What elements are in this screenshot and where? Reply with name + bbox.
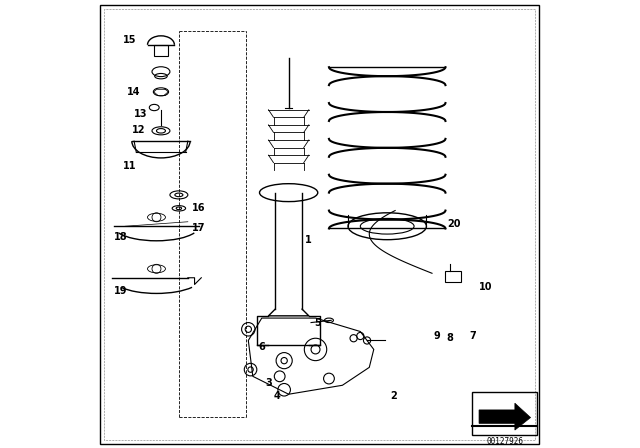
Text: 00127926: 00127926 — [486, 437, 523, 446]
Text: 17: 17 — [192, 224, 206, 233]
Text: 11: 11 — [123, 161, 136, 171]
Text: 7: 7 — [469, 331, 476, 341]
Text: 8: 8 — [447, 333, 453, 343]
Text: 9: 9 — [433, 331, 440, 341]
Bar — [445, 271, 461, 282]
Bar — [154, 45, 168, 56]
Text: 14: 14 — [127, 87, 141, 97]
Text: 15: 15 — [123, 35, 136, 45]
Text: 5: 5 — [314, 318, 321, 327]
Bar — [472, 392, 538, 435]
Text: 3: 3 — [265, 378, 272, 388]
Text: 6: 6 — [259, 342, 265, 352]
Text: 2: 2 — [390, 392, 397, 401]
Text: 4: 4 — [274, 392, 281, 401]
Polygon shape — [479, 403, 531, 430]
Text: 1: 1 — [305, 235, 312, 245]
Text: 13: 13 — [134, 109, 148, 119]
Text: 20: 20 — [447, 219, 461, 229]
Text: 12: 12 — [132, 125, 145, 135]
Text: 10: 10 — [479, 282, 493, 292]
Text: 16: 16 — [192, 203, 206, 213]
Text: 19: 19 — [114, 286, 127, 296]
Text: 18: 18 — [114, 233, 127, 242]
